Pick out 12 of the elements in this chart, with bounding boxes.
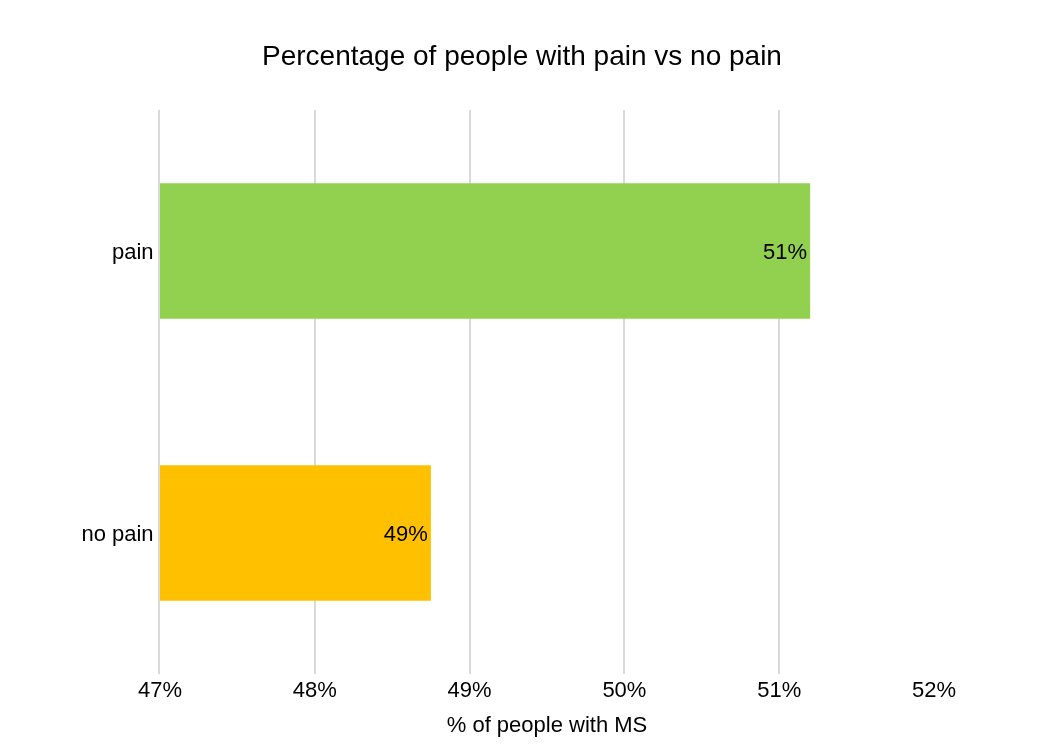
chart-title: Percentage of people with pain vs no pain [262, 39, 782, 71]
x-tick-label: 50% [602, 677, 647, 702]
x-tick-label: 47% [137, 677, 183, 702]
x-tick-label: 51% [757, 677, 802, 702]
x-tick-label: 49% [447, 677, 492, 702]
data-label: 49% [383, 520, 428, 546]
x-tick-label: 48% [292, 677, 337, 702]
x-tick-label: 52% [911, 677, 957, 702]
y-tick-label: no pain [81, 520, 154, 546]
y-tick-label: pain [112, 238, 154, 264]
data-label: 51% [763, 238, 808, 264]
x-axis-title: % of people with MS [446, 711, 648, 737]
